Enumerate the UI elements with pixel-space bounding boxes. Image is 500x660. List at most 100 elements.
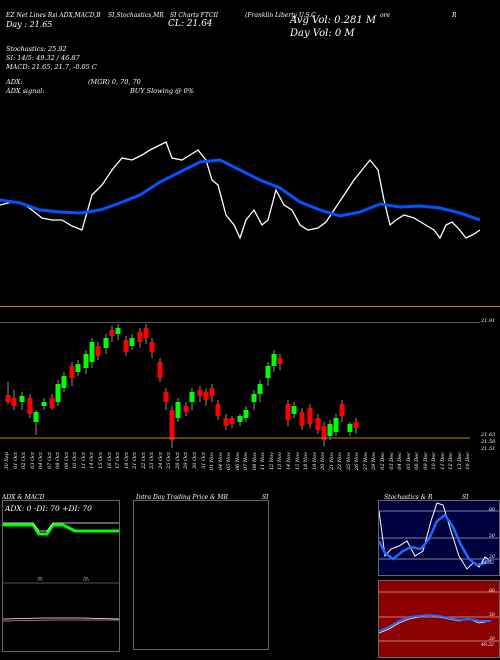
date-label: 02 Dec [380,452,386,470]
stoch-level-50: 50 [489,534,495,539]
date-label: 09 Dec [422,452,429,470]
candle-body [163,392,169,402]
adx-lines [3,522,119,622]
candle-body [83,354,89,368]
candle-body [89,342,95,362]
stochastics-panel: 80 50 20 25.92 [378,500,500,576]
close-label: CL: 21.64 [168,19,213,29]
date-label: 10 Dec [431,452,438,470]
date-label: 09 Oct [63,452,70,469]
date-label: 21 Oct [132,452,139,469]
date-axis: 30 Sep 01 Oct 02 Oct 03 Oct 04 Oct 07 Oct 08 O… [0,452,480,492]
buy-stat: BUY Slowing @ 0% [130,87,194,95]
price-line-chart [0,141,481,240]
stoch-d-line [379,513,492,567]
date-label: 03 Dec [388,452,395,470]
macd-stat: MACD: 21.65, 21.7, -0.05 C [6,63,97,71]
candles [5,324,359,448]
candle-body [123,340,129,352]
candle-body [223,418,229,426]
rsi-level-20: 20 [489,637,495,642]
date-label: 26 Nov [354,452,361,471]
rsi-panel: 80 50 20 49.32 [378,580,500,658]
stoch-panel-title: Stochastics & R [384,494,433,501]
header-title-3: SI Charts FTCII [170,12,219,19]
date-label: 29 Nov [371,452,378,471]
header-title-4: (Franklin Liberty U.S.C [245,12,316,19]
candle-body [69,366,75,378]
candle-body [41,402,47,406]
date-label: 10 Oct [72,452,79,469]
day-label: Day : 21.65 [6,20,53,29]
stoch-level-20: 20 [489,555,495,560]
date-label: 30 Sep [4,452,10,470]
date-label: 28 Oct [174,452,181,469]
candle-body [257,384,263,394]
candle-body [291,406,297,414]
candle-body [55,384,61,402]
date-label: 17 Oct [115,452,122,469]
header-title-1: EZ Net Lines Rsi ADX,MACD,B [6,12,101,19]
date-label: 31 Oct [200,452,207,469]
candle-body [271,354,277,366]
date-label: 22 Oct [140,452,147,469]
candle-body [175,402,181,418]
candle-body [61,376,67,388]
candle-body [27,398,33,414]
date-label: 11 Oct [80,452,87,469]
date-label: 20 Nov [320,452,327,471]
date-label: 11 Nov [260,452,267,471]
date-label: 04 Oct [38,452,45,469]
candle-body [315,418,321,430]
candle-body [189,392,195,402]
candle-body [33,412,39,422]
candle-body [95,346,101,356]
price-axis-a: 21.63 [481,432,496,438]
date-label: 23 Oct [149,452,156,469]
date-label: 05 Nov [226,452,233,471]
avg-vol: Avg Vol: 0.281 M [290,15,377,26]
price-axis-top: 21.91 [481,318,496,324]
header-title-5: ore [380,12,391,19]
candle-body [243,410,249,418]
date-label: 03 Oct [29,452,36,469]
candle-body [157,362,163,378]
intra-panel-title: Intra Day Trading Price & MR [136,494,229,501]
candle-body [339,404,345,416]
adx-line-green [3,523,119,536]
date-label: 30 Oct [192,452,198,469]
date-label: 06 Dec [414,452,421,470]
candle-body [277,358,283,364]
adx-line-white [3,522,119,532]
candle-body [203,392,209,400]
candle-body [321,426,327,440]
candle-body [215,404,221,416]
candle-body [197,390,203,396]
date-label: 02 Oct [21,452,28,469]
date-label: 08 Oct [55,452,62,469]
date-label: 27 Nov [362,452,369,471]
day-vol: Day Vol: 0 M [290,28,355,39]
candle-body [115,328,121,334]
stoch-stat: Stochastics: 25.92 [6,45,67,53]
date-label: 14 Oct [89,452,96,469]
candle-body [169,410,175,440]
header-title-6: R [452,12,457,19]
stoch-panel-title-b: SI [462,494,469,501]
adx-stat: ADX: [6,78,23,86]
candle-body [299,412,305,426]
stoch-lines [379,502,499,570]
candle-body [327,424,333,436]
adx-panel: ADX: 0 -DI: 70 +DI: 70 [2,500,120,652]
candle-body [149,342,155,352]
candle-body [137,332,143,342]
date-label: 29 Oct [183,452,190,469]
intra-panel-title-b: SI [262,494,269,501]
price-axis-c: 21.51 [481,446,496,452]
candle-body [237,416,243,422]
date-label: 01 Nov [209,452,216,471]
candle-body [183,406,189,412]
candle-body [209,388,215,396]
rsi-smooth [379,613,491,632]
date-label: 14 Nov [286,452,292,471]
